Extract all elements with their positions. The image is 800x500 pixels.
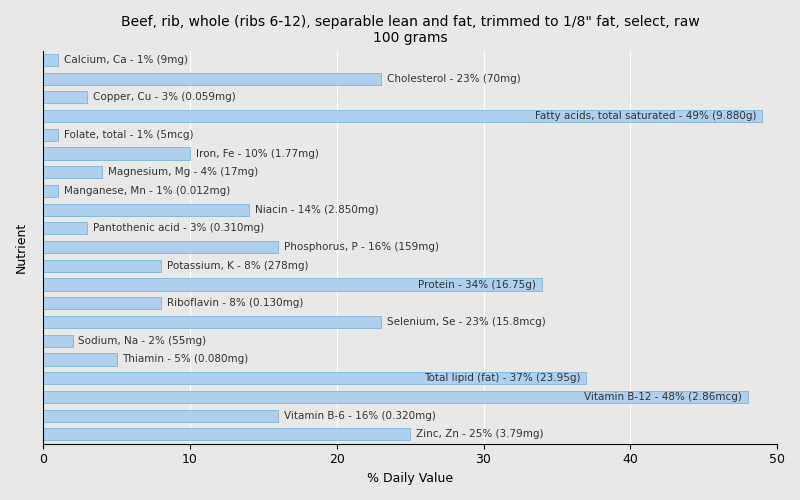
Text: Calcium, Ca - 1% (9mg): Calcium, Ca - 1% (9mg) xyxy=(64,55,188,65)
Bar xyxy=(43,128,58,141)
Text: Pantothenic acid - 3% (0.310mg): Pantothenic acid - 3% (0.310mg) xyxy=(93,224,264,234)
Text: Cholesterol - 23% (70mg): Cholesterol - 23% (70mg) xyxy=(386,74,521,84)
Bar xyxy=(43,391,748,403)
Bar xyxy=(43,54,58,66)
Bar xyxy=(43,72,381,85)
Text: Magnesium, Mg - 4% (17mg): Magnesium, Mg - 4% (17mg) xyxy=(108,167,258,177)
Bar xyxy=(43,410,278,422)
Bar xyxy=(43,241,278,253)
Text: Sodium, Na - 2% (55mg): Sodium, Na - 2% (55mg) xyxy=(78,336,206,345)
Bar xyxy=(43,428,410,440)
Text: Vitamin B-6 - 16% (0.320mg): Vitamin B-6 - 16% (0.320mg) xyxy=(284,410,436,420)
Text: Total lipid (fat) - 37% (23.95g): Total lipid (fat) - 37% (23.95g) xyxy=(424,373,580,383)
X-axis label: % Daily Value: % Daily Value xyxy=(367,472,454,485)
Text: Zinc, Zn - 25% (3.79mg): Zinc, Zn - 25% (3.79mg) xyxy=(416,430,543,440)
Bar xyxy=(43,278,542,290)
Bar xyxy=(43,316,381,328)
Text: Potassium, K - 8% (278mg): Potassium, K - 8% (278mg) xyxy=(166,261,308,271)
Text: Protein - 34% (16.75g): Protein - 34% (16.75g) xyxy=(418,280,536,289)
Text: Manganese, Mn - 1% (0.012mg): Manganese, Mn - 1% (0.012mg) xyxy=(64,186,230,196)
Title: Beef, rib, whole (ribs 6-12), separable lean and fat, trimmed to 1/8" fat, selec: Beef, rib, whole (ribs 6-12), separable … xyxy=(121,15,699,45)
Text: Vitamin B-12 - 48% (2.86mcg): Vitamin B-12 - 48% (2.86mcg) xyxy=(584,392,742,402)
Bar xyxy=(43,110,762,122)
Text: Selenium, Se - 23% (15.8mcg): Selenium, Se - 23% (15.8mcg) xyxy=(386,317,546,327)
Text: Phosphorus, P - 16% (159mg): Phosphorus, P - 16% (159mg) xyxy=(284,242,439,252)
Bar xyxy=(43,185,58,197)
Bar xyxy=(43,92,87,104)
Text: Copper, Cu - 3% (0.059mg): Copper, Cu - 3% (0.059mg) xyxy=(93,92,236,102)
Bar xyxy=(43,166,102,178)
Bar xyxy=(43,222,87,234)
Text: Niacin - 14% (2.850mg): Niacin - 14% (2.850mg) xyxy=(254,204,378,214)
Text: Folate, total - 1% (5mcg): Folate, total - 1% (5mcg) xyxy=(64,130,194,140)
Y-axis label: Nutrient: Nutrient xyxy=(15,222,28,273)
Bar xyxy=(43,354,117,366)
Bar xyxy=(43,260,161,272)
Text: Iron, Fe - 10% (1.77mg): Iron, Fe - 10% (1.77mg) xyxy=(196,148,318,158)
Bar xyxy=(43,148,190,160)
Bar xyxy=(43,204,249,216)
Bar xyxy=(43,334,73,347)
Text: Riboflavin - 8% (0.130mg): Riboflavin - 8% (0.130mg) xyxy=(166,298,303,308)
Bar xyxy=(43,372,586,384)
Text: Thiamin - 5% (0.080mg): Thiamin - 5% (0.080mg) xyxy=(122,354,249,364)
Text: Fatty acids, total saturated - 49% (9.880g): Fatty acids, total saturated - 49% (9.88… xyxy=(535,111,757,121)
Bar xyxy=(43,297,161,310)
